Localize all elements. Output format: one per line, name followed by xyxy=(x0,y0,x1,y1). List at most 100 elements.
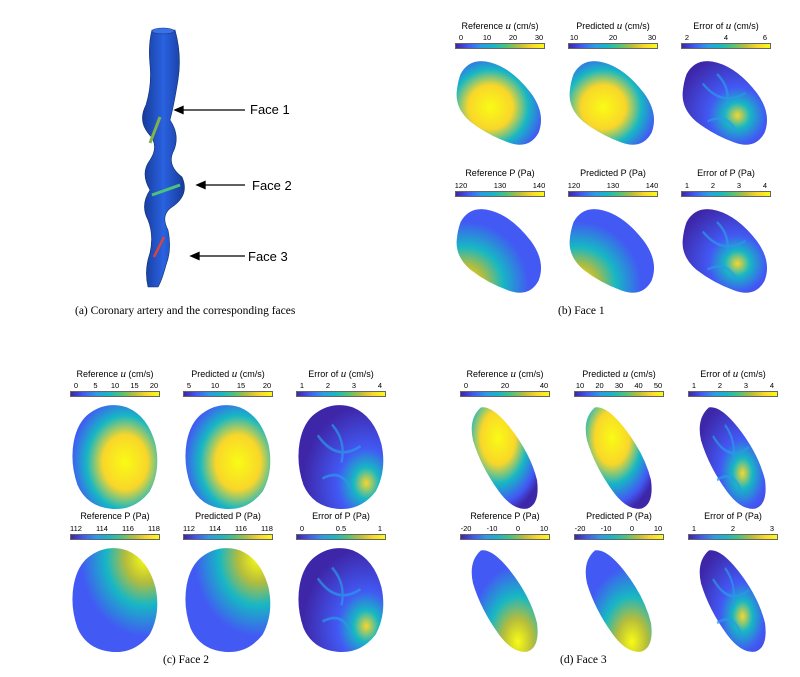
f1-reference-p-tick: 130 xyxy=(493,181,507,190)
caption-d: (d) Face 3 xyxy=(560,654,607,666)
f1-reference-p-colorbar xyxy=(455,191,545,197)
f1-reference-u-tick: 10 xyxy=(482,33,492,42)
f1-reference-u-colorbar xyxy=(455,43,545,49)
f3-predicted-p-title: Predicted P (Pa) xyxy=(586,511,652,521)
f2-error-p-tick: 1 xyxy=(377,524,383,533)
f3-error-u-tick: 1 xyxy=(691,381,697,390)
f2-reference-p-field xyxy=(71,548,157,653)
face-3-label: Face 3 xyxy=(248,249,288,264)
f2-predicted-u-colorbar xyxy=(183,391,273,397)
f2-predicted-u-tick: 10 xyxy=(210,381,220,390)
f1-error-p-title: Error of P (Pa) xyxy=(697,168,755,178)
f1-predicted-p-field xyxy=(569,209,654,293)
f1-predicted-u-tick: 20 xyxy=(608,33,618,42)
f2-reference-u-tick: 15 xyxy=(130,381,139,390)
f2-reference-u-title: Reference u (cm/s) xyxy=(76,368,154,380)
f2-predicted-p-tick: 118 xyxy=(261,524,273,533)
f2-error-p-tick: 0.5 xyxy=(335,524,347,533)
f2-predicted-u-tick: 5 xyxy=(186,381,192,390)
f3-error-p-colorbar xyxy=(688,534,778,540)
f1-error-p-tick: 4 xyxy=(762,181,768,190)
f3-predicted-p-tick: -10 xyxy=(600,524,612,533)
f3-error-p-tick: 1 xyxy=(691,524,697,533)
f3-error-u-tick: 3 xyxy=(743,381,749,390)
f2-predicted-p-title: Predicted P (Pa) xyxy=(195,511,261,521)
f3-predicted-u-colorbar xyxy=(574,391,664,397)
f2-reference-p-tick: 112 xyxy=(70,524,82,533)
f3-predicted-p-tick: -20 xyxy=(574,524,586,533)
f3-error-u-field xyxy=(699,407,766,509)
f2-predicted-u-title: Predicted u (cm/s) xyxy=(191,368,265,380)
f1-predicted-u-tick: 10 xyxy=(569,33,579,42)
f3-reference-p-tick: -20 xyxy=(460,524,472,533)
f1-error-u-tick: 6 xyxy=(762,33,768,42)
f2-error-u-tick: 4 xyxy=(377,381,383,390)
f3-reference-u-tick: 40 xyxy=(539,381,549,390)
f2-reference-u-colorbar xyxy=(70,391,160,397)
f2-predicted-p-tick: 116 xyxy=(235,524,247,533)
f2-predicted-u-tick: 20 xyxy=(262,381,272,390)
f2-reference-u-tick: 10 xyxy=(110,381,120,390)
f1-predicted-p-tick: 140 xyxy=(645,181,659,190)
f2-reference-p-tick: 118 xyxy=(148,524,160,533)
f2-predicted-p-tick: 112 xyxy=(183,524,195,533)
f3-error-p-title: Error of P (Pa) xyxy=(704,511,762,521)
f3-predicted-u-tick: 50 xyxy=(653,381,663,390)
f3-reference-u-field xyxy=(471,407,538,509)
face-2-slice xyxy=(151,183,181,197)
f3-reference-p-tick: -10 xyxy=(486,524,498,533)
f3-error-p-field xyxy=(699,550,766,652)
f1-error-p-tick: 3 xyxy=(736,181,742,190)
f3-error-p-tick: 2 xyxy=(730,524,736,533)
f2-predicted-p-tick: 114 xyxy=(209,524,221,533)
f1-predicted-p-tick: 130 xyxy=(606,181,620,190)
f1-reference-u-tick: 20 xyxy=(508,33,518,42)
f1-error-u-title: Error of u (cm/s) xyxy=(693,20,759,32)
f2-predicted-u-field xyxy=(184,405,270,510)
f1-error-u-colorbar xyxy=(681,43,771,49)
f3-error-u-tick: 4 xyxy=(769,381,775,390)
f1-predicted-u-title: Predicted u (cm/s) xyxy=(576,20,650,32)
f3-error-u-colorbar xyxy=(688,391,778,397)
f3-error-u-title: Error of u (cm/s) xyxy=(700,368,766,380)
f3-predicted-u-tick: 10 xyxy=(575,381,585,390)
f1-reference-p-title: Reference P (Pa) xyxy=(465,168,535,178)
f3-predicted-u-tick: 40 xyxy=(634,381,643,390)
coronary-artery-illustration xyxy=(142,27,185,288)
f2-error-u-tick: 1 xyxy=(299,381,305,390)
f1-reference-p-tick: 140 xyxy=(532,181,546,190)
f1-error-p-tick: 1 xyxy=(684,181,690,190)
f2-error-p-title: Error of P (Pa) xyxy=(312,511,370,521)
caption-b: (b) Face 1 xyxy=(558,305,605,317)
face-1-slice xyxy=(148,116,162,144)
f2-error-p-tick: 0 xyxy=(299,524,305,533)
f2-error-u-title: Error of u (cm/s) xyxy=(308,368,374,380)
f2-reference-u-tick: 20 xyxy=(149,381,159,390)
f1-reference-u-title: Reference u (cm/s) xyxy=(461,20,539,32)
f3-reference-p-tick: 10 xyxy=(539,524,549,533)
f1-predicted-p-colorbar xyxy=(568,191,658,197)
f2-reference-u-field xyxy=(71,405,157,510)
face-3-slice xyxy=(152,236,166,258)
f1-reference-u-tick: 0 xyxy=(458,33,464,42)
f3-reference-u-tick: 20 xyxy=(500,381,510,390)
f1-predicted-u-colorbar xyxy=(568,43,658,49)
f3-predicted-u-title: Predicted u (cm/s) xyxy=(582,368,656,380)
f3-reference-p-colorbar xyxy=(460,534,550,540)
f2-reference-p-colorbar xyxy=(70,534,160,540)
face-1-label: Face 1 xyxy=(250,102,290,117)
f1-error-u-tick: 4 xyxy=(723,33,729,42)
f3-reference-u-tick: 0 xyxy=(463,381,469,390)
f3-reference-p-tick: 0 xyxy=(515,524,521,533)
f2-reference-p-title: Reference P (Pa) xyxy=(80,511,150,521)
f3-predicted-p-field xyxy=(585,550,652,652)
f2-reference-p-tick: 114 xyxy=(96,524,108,533)
f1-error-u-field xyxy=(682,61,767,145)
f3-reference-u-colorbar xyxy=(460,391,550,397)
f3-predicted-u-tick: 30 xyxy=(614,381,624,390)
f3-predicted-p-colorbar xyxy=(574,534,664,540)
caption-a: (a) Coronary artery and the correspondin… xyxy=(75,305,296,317)
f2-predicted-p-field xyxy=(184,548,270,653)
f3-predicted-u-tick: 20 xyxy=(595,381,604,390)
